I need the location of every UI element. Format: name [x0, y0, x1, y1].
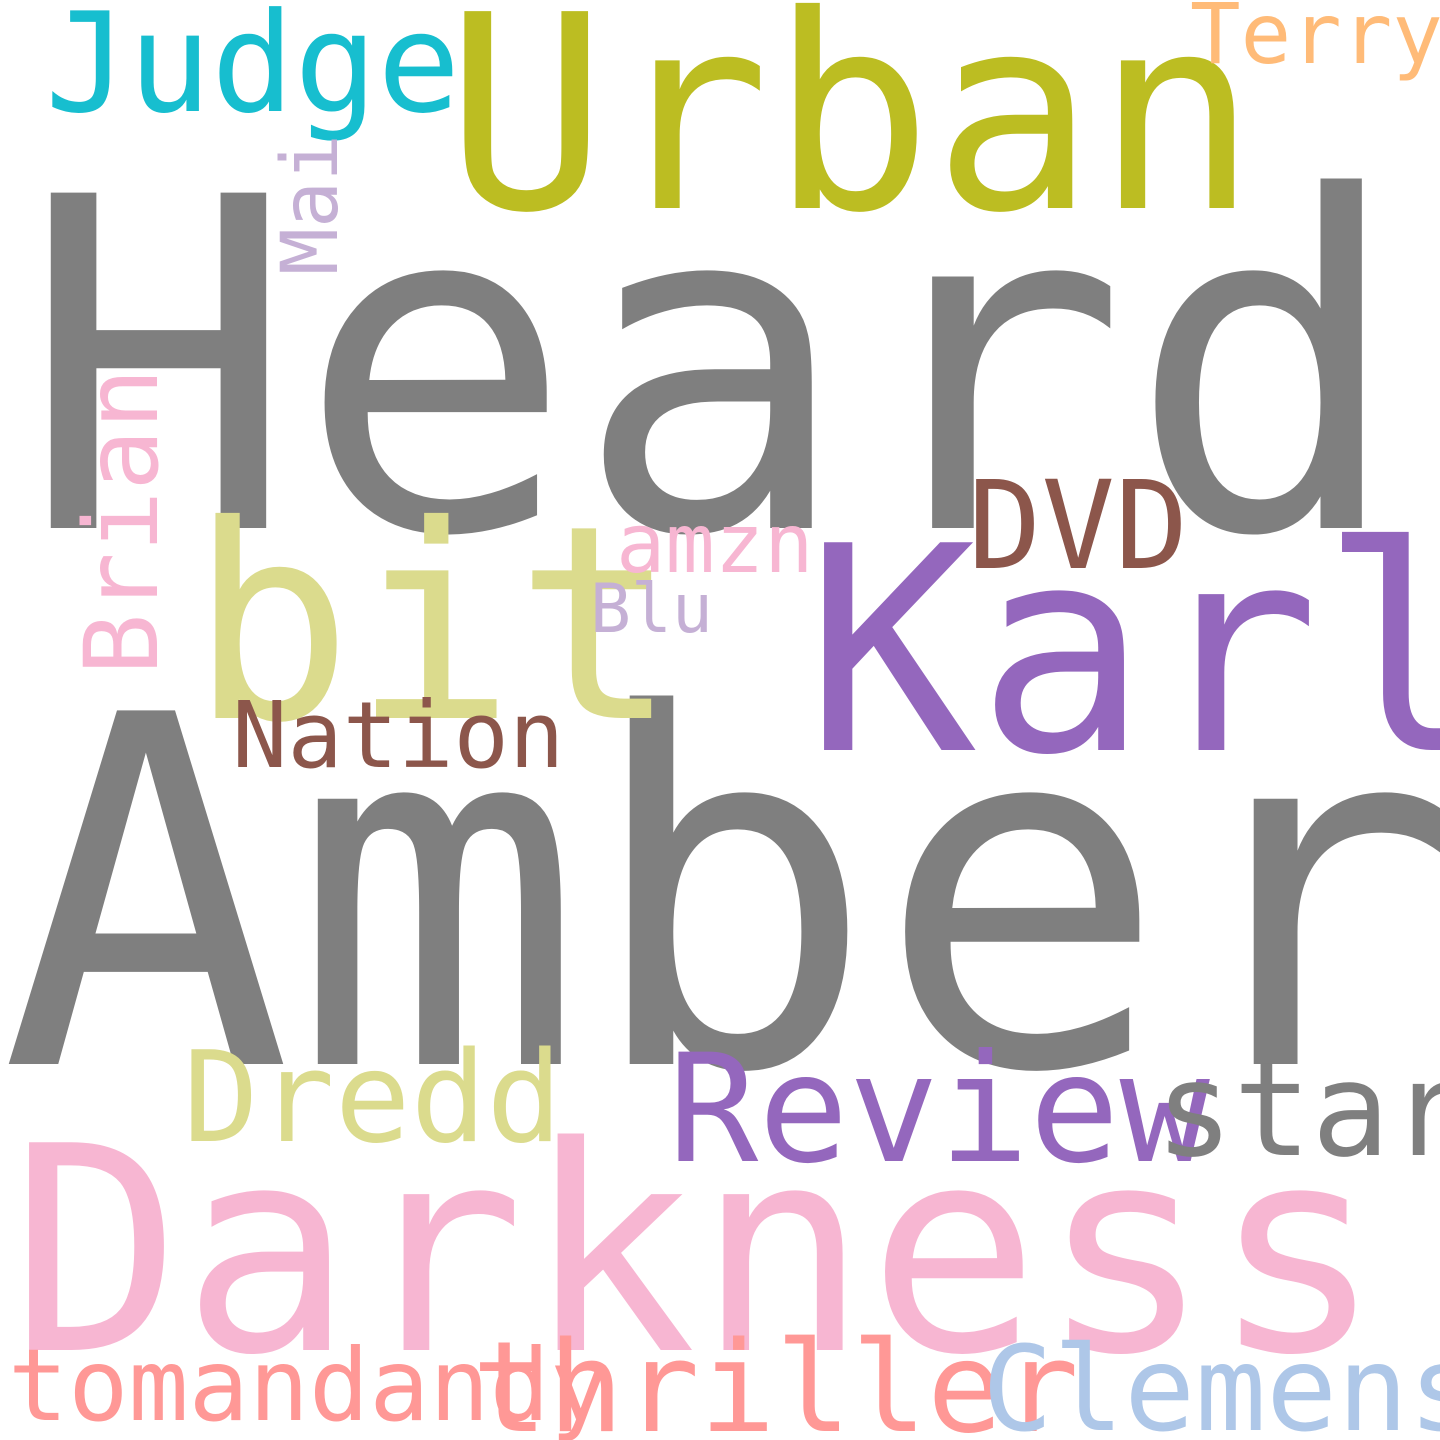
word-brian: Brian: [63, 367, 182, 675]
word-amber: Amber: [0, 615, 1440, 1179]
word-heard: Heard: [20, 102, 1405, 637]
word-bit: bit: [190, 467, 678, 782]
word-dvd: DVD: [968, 455, 1189, 597]
word-nation: Nation: [232, 682, 565, 789]
word-tomandandy: tomandandy: [8, 1327, 611, 1440]
word-judge: Judge: [45, 0, 461, 144]
word-thriller: thriller: [472, 1314, 1079, 1440]
word-amzn: amzn: [616, 497, 814, 592]
word-mai: Mai: [266, 134, 356, 275]
word-review: Review: [668, 1023, 1210, 1197]
word-dredd: Dredd: [183, 1024, 563, 1171]
word-darkness: Darkness: [10, 1086, 1383, 1418]
word-blu: Blu: [590, 570, 713, 649]
word-clemens: Clemens: [982, 1320, 1440, 1440]
word-star: star: [1155, 1034, 1440, 1186]
word-karl: Karl: [805, 486, 1440, 818]
word-terry: Terry: [1190, 0, 1440, 83]
word-urban: Urban: [445, 0, 1258, 272]
